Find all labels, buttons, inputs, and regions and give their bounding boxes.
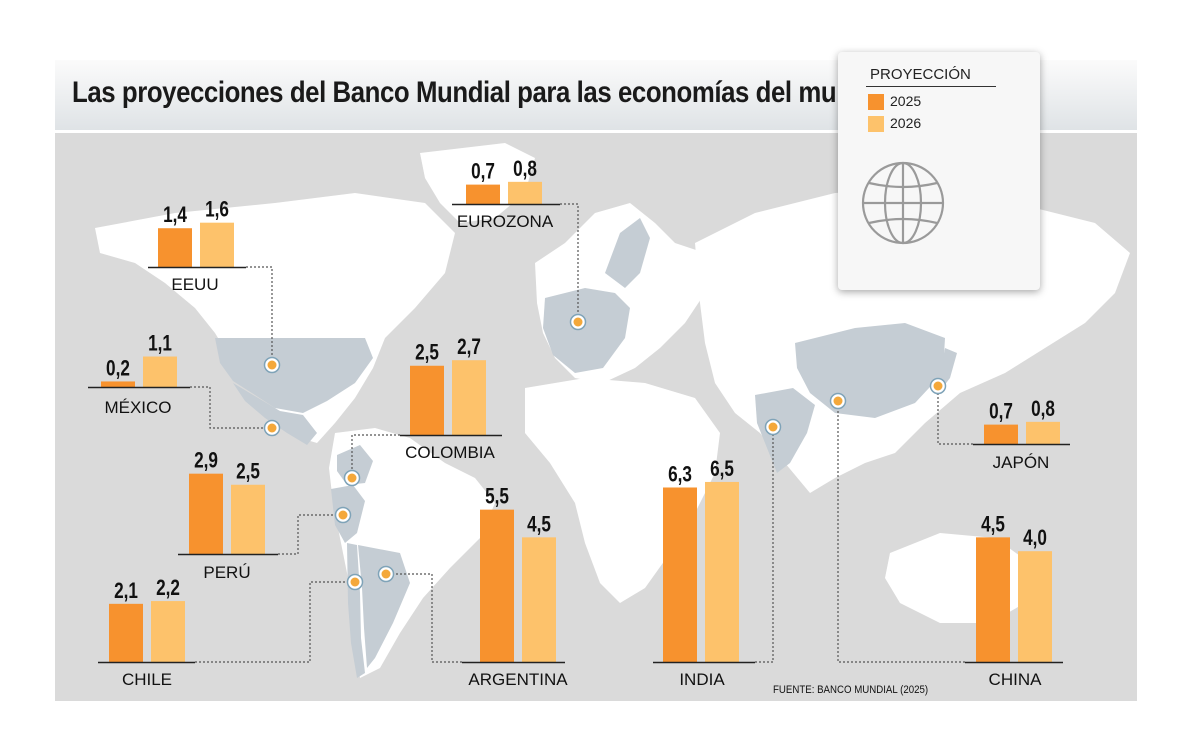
legend-swatch-2025	[868, 94, 884, 110]
bar-japon-2026	[1026, 421, 1060, 444]
map-marker-eurozona	[573, 317, 583, 327]
legend: PROYECCIÓN 2025 2026	[838, 52, 1040, 290]
source-note: FUENTE: BANCO MUNDIAL (2025)	[773, 684, 929, 696]
group-label-argentina: ARGENTINA	[468, 670, 568, 689]
bar-china-2026	[1018, 551, 1052, 662]
group-label-eurozona: EUROZONA	[457, 212, 554, 231]
value-label-china-2026: 4,0	[1023, 526, 1047, 551]
value-label-mexico-2026: 1,1	[148, 332, 172, 357]
scandinavia-region	[605, 218, 650, 288]
group-label-peru: PERÚ	[203, 563, 250, 582]
value-label-mexico-2025: 0,2	[106, 357, 130, 382]
connector-china	[837, 401, 965, 663]
bar-chile-2025	[109, 603, 143, 662]
bar-eurozona-2025	[466, 184, 500, 204]
greenland-landmass	[420, 143, 535, 223]
group-label-colombia: COLOMBIA	[405, 443, 495, 462]
group-label-china: CHINA	[989, 670, 1043, 689]
bar-colombia-2026	[452, 360, 486, 435]
map-marker-colombia	[347, 473, 357, 483]
legend-swatch-2026	[868, 116, 884, 132]
legend-item-2026: 2026	[868, 114, 1008, 134]
mexico-region	[233, 383, 317, 445]
bar-argentina-2026	[522, 537, 556, 662]
group-label-mexico: MÉXICO	[104, 398, 171, 417]
bar-chile-2026	[151, 601, 185, 662]
group-label-japon: JAPÓN	[993, 453, 1050, 472]
bar-eurozona-2026	[508, 181, 542, 204]
bar-mexico-2025	[101, 381, 135, 387]
page-title: Las proyecciones del Banco Mundial para …	[72, 76, 883, 109]
bar-india-2026	[705, 481, 739, 662]
connector-argentina	[386, 573, 462, 663]
legend-divider	[866, 86, 996, 87]
connector-india	[755, 427, 774, 663]
bar-peru-2026	[231, 484, 265, 554]
bar-colombia-2025	[410, 365, 444, 435]
value-label-peru-2025: 2,9	[194, 449, 218, 474]
legend-item-2025: 2025	[868, 92, 1008, 112]
connector-eurozona	[560, 203, 579, 322]
bar-peru-2025	[189, 473, 223, 554]
value-label-japon-2026: 0,8	[1031, 397, 1055, 422]
group-label-chile: CHILE	[122, 670, 172, 689]
value-label-colombia-2026: 2,7	[457, 335, 481, 360]
bar-japon-2025	[984, 424, 1018, 444]
connector-japon	[937, 386, 973, 445]
value-label-chile-2025: 2,1	[114, 579, 138, 604]
group-label-india: INDIA	[679, 670, 725, 689]
map-marker-argentina	[381, 569, 391, 579]
value-label-china-2025: 4,5	[981, 512, 1005, 537]
map-marker-mexico	[267, 423, 277, 433]
connector-colombia	[351, 434, 400, 478]
connector-peru	[278, 514, 343, 555]
map-marker-eeuu	[267, 360, 277, 370]
value-label-argentina-2026: 4,5	[527, 512, 551, 537]
value-label-eurozona-2026: 0,8	[513, 157, 537, 182]
bar-mexico-2026	[143, 356, 177, 387]
value-label-india-2026: 6,5	[710, 457, 734, 482]
usa-region	[215, 338, 373, 413]
bar-eeuu-2025	[158, 228, 192, 267]
connector-eeuu	[246, 266, 273, 365]
value-label-chile-2026: 2,2	[156, 576, 180, 601]
map-marker-japon	[933, 381, 943, 391]
bar-india-2025	[663, 487, 697, 662]
china-region	[795, 323, 945, 418]
bar-china-2025	[976, 537, 1010, 662]
globe-icon	[861, 161, 945, 245]
value-label-japon-2025: 0,7	[989, 400, 1013, 425]
value-label-argentina-2025: 5,5	[485, 485, 509, 510]
map-marker-peru	[338, 510, 348, 520]
map-marker-china	[833, 396, 843, 406]
map-marker-india	[768, 422, 778, 432]
value-label-peru-2026: 2,5	[236, 460, 260, 485]
bar-eeuu-2026	[200, 222, 234, 267]
india-region	[755, 388, 815, 473]
value-label-colombia-2025: 2,5	[415, 341, 439, 366]
legend-label-2026: 2026	[890, 115, 922, 131]
value-label-eurozona-2025: 0,7	[471, 160, 495, 185]
group-label-eeuu: EEUU	[171, 275, 218, 294]
value-label-india-2025: 6,3	[668, 463, 692, 488]
bar-argentina-2025	[480, 509, 514, 662]
value-label-eeuu-2025: 1,4	[163, 203, 187, 228]
eurozone-region	[543, 288, 630, 373]
argentina-region	[358, 545, 410, 668]
connector-mexico	[190, 386, 272, 429]
map-marker-chile	[350, 577, 360, 587]
legend-title: PROYECCIÓN	[870, 66, 971, 83]
value-label-eeuu-2026: 1,6	[205, 198, 229, 223]
connector-chile	[195, 581, 355, 663]
legend-label-2025: 2025	[890, 93, 922, 109]
